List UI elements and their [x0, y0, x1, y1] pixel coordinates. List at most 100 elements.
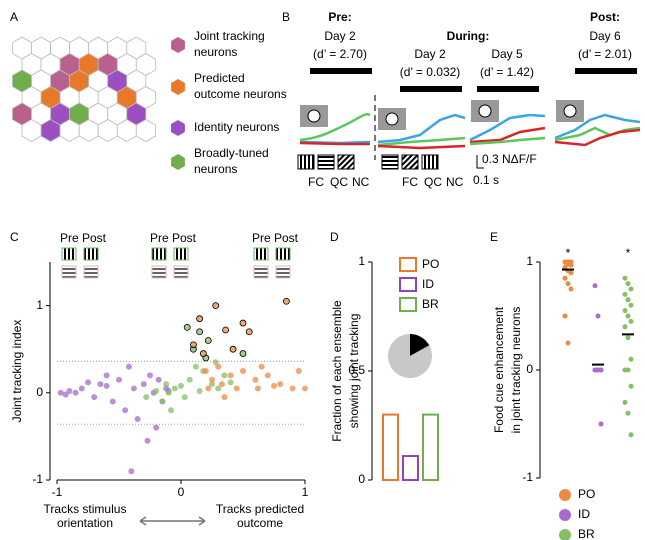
dprime-label: (d’ = 2.01)	[578, 47, 632, 61]
phase-header: Pre:	[328, 10, 351, 24]
scatter-point	[295, 368, 302, 374]
grating-icons	[297, 154, 439, 170]
scatter-point	[227, 372, 234, 379]
x-label-right: outcome	[237, 516, 283, 530]
stimulus-label: QC	[330, 175, 348, 189]
scatter-point	[227, 379, 234, 386]
legend-marker	[559, 489, 571, 501]
hex-cell	[135, 119, 156, 142]
strip-point	[565, 340, 571, 346]
scatter-point	[205, 385, 212, 392]
strip-point	[625, 313, 631, 319]
strip-point	[622, 399, 628, 405]
scatter-point	[78, 385, 85, 392]
scatter-point	[239, 350, 247, 357]
inset-label: Pre	[252, 231, 271, 245]
inset-label: Pre	[60, 231, 79, 245]
scatter-point	[66, 388, 73, 395]
legend-swatch	[399, 297, 417, 312]
y-axis-label: Joint tracking index	[10, 320, 24, 423]
strip-point	[625, 410, 631, 416]
y-tick-label: -1	[522, 470, 533, 484]
stimulus-label: NC	[446, 175, 464, 189]
inset-grating	[173, 247, 189, 261]
legend-label: neurons	[194, 162, 237, 176]
y-axis-label: Food cue enhancement	[492, 306, 506, 433]
scatter-point	[153, 388, 160, 395]
dprime-label: (d’ = 1.42)	[480, 65, 534, 79]
x-tick-label: 0	[178, 485, 185, 499]
inset-grating	[61, 247, 77, 261]
traces	[299, 113, 641, 150]
scatter-point	[289, 385, 296, 392]
scatter-point	[196, 328, 204, 336]
scatter-point	[122, 407, 129, 414]
stimulus-label: NC	[352, 175, 370, 189]
y-tick-label: 0.5	[348, 363, 365, 377]
y-tick-label: 0	[526, 362, 533, 376]
legend-marker	[559, 509, 571, 521]
y-tick-label: 0	[36, 385, 43, 399]
legend-label: ID	[578, 507, 590, 521]
x-label-left: orientation	[57, 516, 113, 530]
scatter-point	[277, 381, 284, 388]
arrow	[139, 516, 206, 526]
scatter-point	[144, 437, 151, 444]
strip-point	[625, 297, 631, 303]
x-tick-label: 1	[302, 485, 309, 499]
scatter-point	[215, 385, 222, 392]
panel-label: B	[282, 10, 290, 24]
scatter-point	[199, 350, 207, 357]
legend-label: PO	[422, 257, 439, 271]
scatter-point	[189, 341, 197, 349]
strip-point	[568, 270, 574, 276]
y-tick-label: 1	[526, 254, 533, 268]
day-label: Day 5	[491, 47, 523, 61]
stimulus-label: QC	[424, 175, 442, 189]
panel-label: C	[10, 230, 19, 244]
stimulus-label: FC	[308, 175, 324, 189]
bar	[382, 413, 399, 482]
significance-star: *	[626, 246, 631, 260]
pie-slice	[387, 334, 432, 378]
strip-point	[568, 262, 574, 268]
scale-y-label: 0.3 NΔF/F	[482, 152, 537, 166]
day-label: Day 2	[414, 47, 446, 61]
strip-point	[622, 291, 628, 297]
legend-swatch	[399, 277, 417, 292]
stimulus-bar	[310, 68, 372, 74]
strip-point	[622, 324, 628, 330]
legend-label: neurons	[194, 45, 237, 59]
scatter-point	[192, 363, 199, 370]
legend-label: ID	[422, 277, 434, 291]
scatter-point	[209, 376, 215, 383]
strip-point	[565, 281, 571, 287]
phase-header: Post:	[590, 10, 620, 24]
strip-point	[595, 367, 601, 373]
scatter-point	[134, 415, 141, 422]
dprime-label: (d’ = 2.70)	[313, 47, 367, 61]
inset-grating	[151, 265, 167, 279]
bar	[422, 413, 439, 482]
strip-point	[628, 302, 634, 308]
scatter-point	[181, 394, 188, 401]
y-tick-label: -1	[32, 472, 43, 486]
strip-point	[628, 356, 634, 362]
y-tick-label: 0	[358, 472, 365, 486]
panel-label: E	[490, 230, 498, 244]
inset-grating	[253, 265, 269, 279]
fov-icons	[300, 100, 584, 130]
legend-label: Predicted	[194, 71, 245, 85]
scatter-point	[140, 381, 147, 388]
scatter-point	[130, 385, 137, 392]
scatter-point	[245, 328, 253, 336]
y-axis-label: showing joint tracking	[347, 314, 361, 429]
stimulus-bar	[575, 68, 637, 74]
strip-point	[595, 313, 601, 319]
scatter-point	[212, 359, 219, 366]
inset-grating	[275, 247, 291, 261]
scale-bar	[476, 155, 484, 169]
scatter-point	[215, 363, 222, 370]
panel-label: D	[330, 230, 339, 244]
scatter-point	[125, 363, 132, 370]
